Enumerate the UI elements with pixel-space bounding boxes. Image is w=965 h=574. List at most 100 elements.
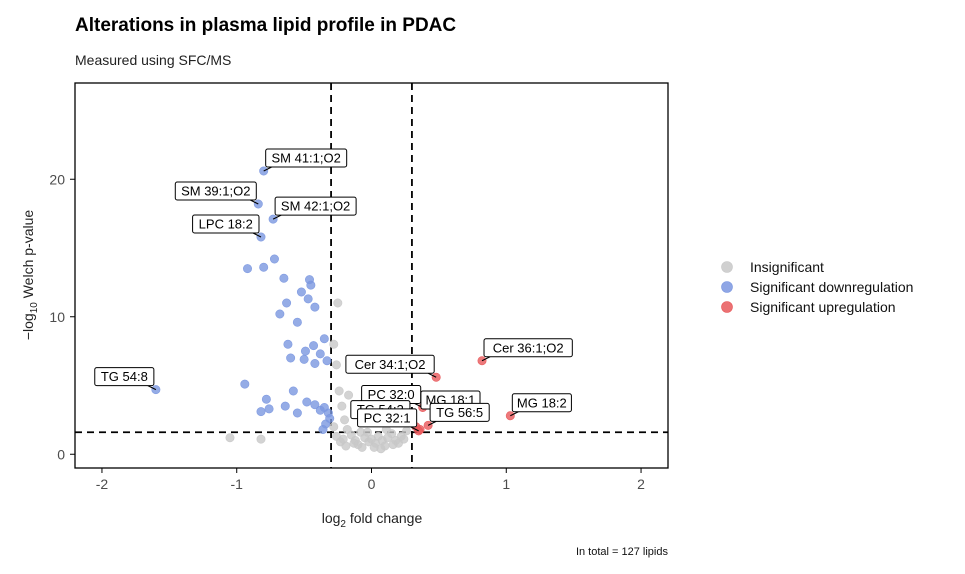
- data-point: [310, 302, 320, 312]
- label-box: [483, 338, 573, 358]
- data-point: [310, 400, 320, 410]
- label-connector: [250, 199, 259, 205]
- label-text: SM 41:1;O2: [271, 151, 340, 166]
- x-tick-label: 2: [637, 476, 645, 492]
- data-point: [288, 386, 298, 396]
- x-tick-label: -1: [231, 476, 244, 492]
- legend-marker: [721, 301, 733, 313]
- label-connector: [147, 385, 157, 391]
- legend-marker: [721, 261, 733, 273]
- chart-title: Alterations in plasma lipid profile in P…: [75, 15, 456, 36]
- label-text: SM 39:1;O2: [181, 184, 250, 199]
- label-text: PC 32:1: [364, 410, 411, 425]
- label-text: TG 54:8: [101, 369, 148, 384]
- data-point: [376, 444, 386, 454]
- data-point: [349, 438, 359, 448]
- data-point: [264, 404, 274, 414]
- label-connector: [481, 356, 491, 362]
- label-box: [357, 408, 418, 428]
- data-point: [292, 408, 302, 418]
- point-label: Cer 36:1;O2: [481, 338, 573, 362]
- data-point: [306, 280, 316, 290]
- x-tick-label: -2: [96, 476, 109, 492]
- data-point: [319, 334, 329, 344]
- data-point: [303, 294, 313, 304]
- data-point: [337, 401, 347, 411]
- data-point: [259, 262, 269, 272]
- label-text: LPC 18:2: [199, 217, 253, 232]
- data-point: [402, 426, 412, 436]
- y-tick-label: 20: [49, 171, 65, 187]
- point-label: SM 41:1;O2: [263, 148, 348, 172]
- y-axis-title: −log10 Welch p-value: [20, 210, 40, 341]
- data-point: [333, 298, 343, 308]
- label-text: MG 18:2: [517, 395, 567, 410]
- label-connector: [252, 232, 262, 238]
- data-point: [261, 394, 271, 404]
- label-connector: [427, 420, 437, 426]
- legend-label: Significant upregulation: [750, 299, 896, 315]
- chart-caption: In total = 127 lipids: [576, 546, 669, 558]
- data-point: [275, 309, 285, 319]
- data-point: [334, 386, 344, 396]
- label-connector: [272, 214, 282, 220]
- legend-label: Significant downregulation: [750, 279, 913, 295]
- legend-marker: [721, 281, 733, 293]
- data-point: [240, 379, 250, 389]
- label-text: Cer 34:1;O2: [355, 357, 426, 372]
- label-box: [94, 367, 155, 387]
- data-point: [325, 413, 335, 423]
- data-point: [357, 442, 367, 452]
- plot-area: SM 41:1;O2 SM 39:1;O2 SM 42:1;O2 LPC 18:2 TG…: [75, 83, 668, 468]
- chart-subtitle: Measured using SFC/MS: [75, 52, 231, 68]
- point-label: LPC 18:2: [192, 214, 262, 238]
- legend: Insignificant Significant downregulation S…: [721, 259, 913, 315]
- data-point: [329, 422, 339, 432]
- point-label: SM 42:1;O2: [272, 196, 357, 220]
- label-text: PC 32:0: [368, 387, 415, 402]
- data-point: [256, 434, 266, 444]
- data-point: [331, 360, 341, 370]
- data-point: [309, 341, 319, 351]
- x-tick-label: 0: [368, 476, 376, 492]
- data-point: [283, 339, 293, 349]
- data-point: [315, 405, 325, 415]
- data-point: [329, 339, 339, 349]
- x-axis-title: log2 fold change: [322, 510, 423, 530]
- point-label: SM 39:1;O2: [174, 181, 259, 205]
- label-box: [511, 393, 572, 413]
- data-point: [362, 427, 372, 437]
- label-box: [192, 214, 260, 234]
- label-connector: [410, 426, 419, 432]
- data-point: [243, 264, 253, 274]
- data-point: [315, 349, 325, 359]
- data-point: [344, 390, 354, 400]
- label-box: [345, 354, 435, 374]
- data-point: [338, 434, 348, 444]
- data-point: [280, 401, 290, 411]
- label-connector: [427, 372, 437, 378]
- y-tick-label: 10: [49, 309, 65, 325]
- data-point: [256, 407, 266, 417]
- data-point: [286, 353, 296, 363]
- data-point: [322, 356, 332, 366]
- data-point: [282, 298, 292, 308]
- data-point: [299, 354, 309, 364]
- data-point: [296, 287, 306, 297]
- label-connector: [510, 411, 519, 417]
- point-label: MG 18:2: [510, 393, 572, 417]
- label-box: [274, 196, 357, 216]
- x-tick-label: 1: [502, 476, 510, 492]
- label-box: [174, 181, 257, 201]
- point-label: TG 54:8: [94, 367, 157, 391]
- data-point: [302, 397, 312, 407]
- y-tick-label: 0: [57, 446, 65, 462]
- data-point: [477, 356, 487, 366]
- data-point: [318, 424, 328, 434]
- data-point: [269, 254, 279, 264]
- label-text: TG 56:5: [436, 405, 483, 420]
- point-label: PC 32:1: [357, 408, 419, 432]
- legend-label: Insignificant: [750, 259, 824, 275]
- data-point: [300, 346, 310, 356]
